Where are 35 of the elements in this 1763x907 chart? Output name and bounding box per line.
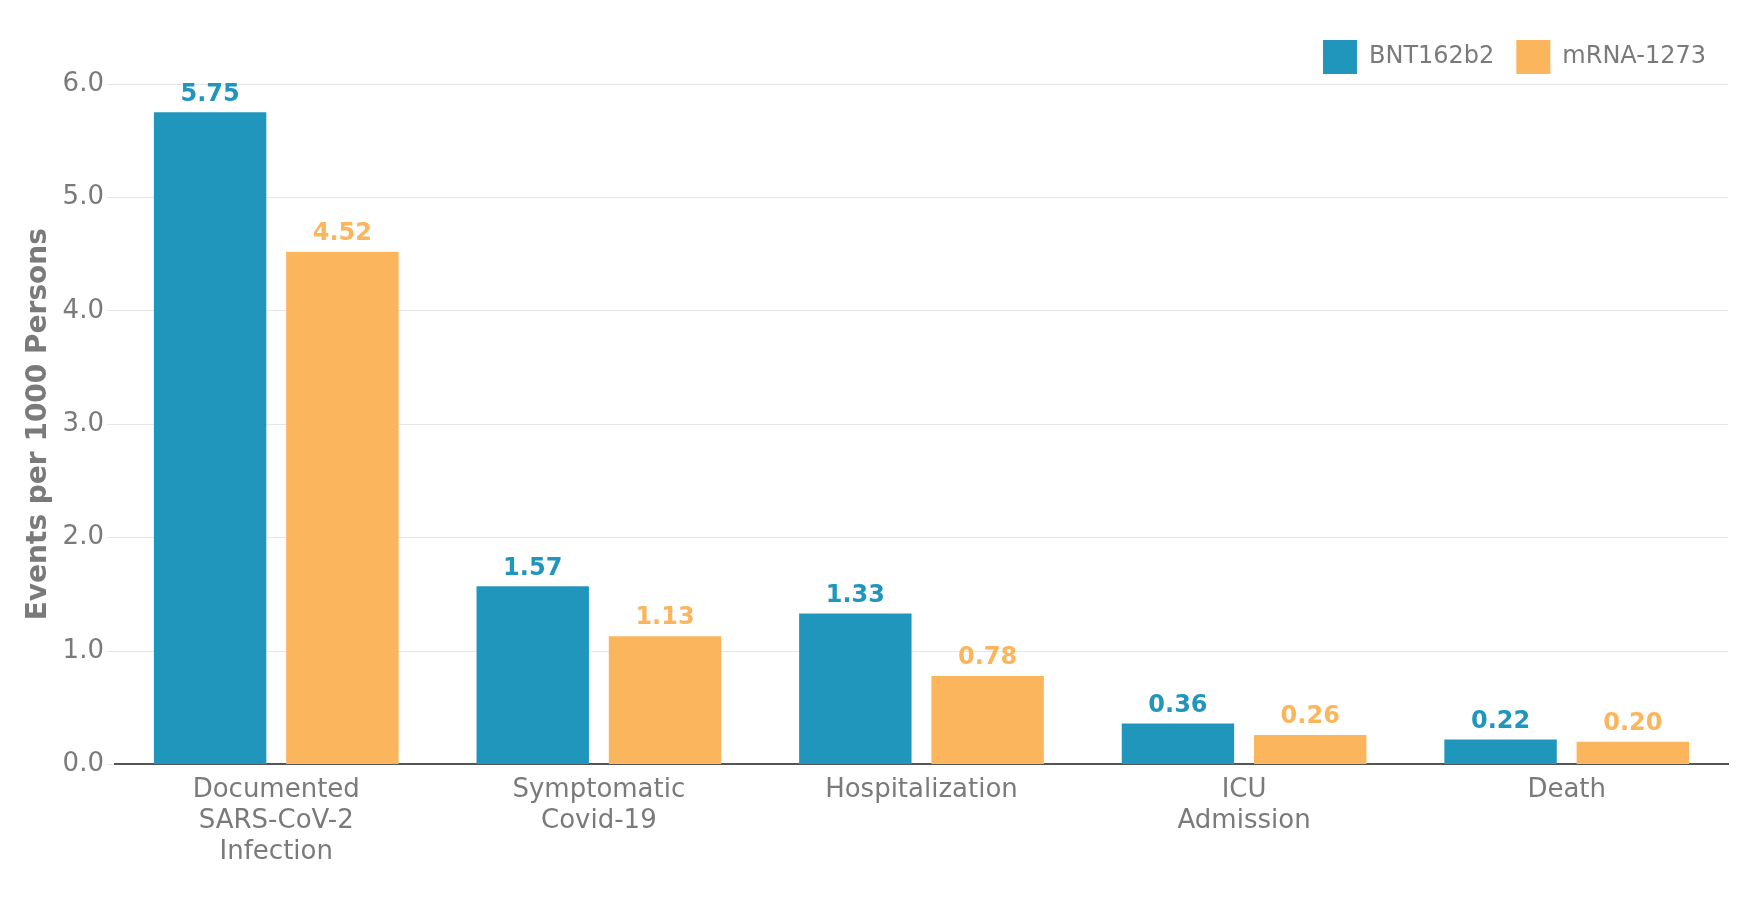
- bar: [931, 675, 1044, 764]
- data-label: 0.26: [1280, 701, 1340, 730]
- y-axis-title: Events per 1000 Persons: [20, 228, 54, 621]
- bar: [476, 586, 589, 764]
- bar: [1444, 739, 1557, 764]
- y-tick-label: 2.0: [62, 520, 104, 551]
- y-tick-label: 4.0: [62, 293, 104, 324]
- x-tick-label: Hospitalization: [825, 772, 1018, 803]
- data-label: 5.75: [180, 78, 240, 107]
- legend-label: mRNA-1273: [1562, 41, 1706, 70]
- data-label: 0.78: [958, 642, 1018, 671]
- x-tick-label: Symptomatic Covid-19: [512, 772, 686, 834]
- data-label: 1.33: [825, 579, 885, 608]
- data-label: 0.22: [1470, 705, 1531, 734]
- data-label: 1.57: [503, 552, 563, 581]
- bar: [1254, 734, 1367, 764]
- bar: [608, 636, 722, 764]
- data-label: 4.52: [312, 218, 372, 247]
- x-tick-label: Death: [1527, 772, 1607, 803]
- y-tick-label: 6.0: [62, 66, 104, 97]
- bar: [1121, 723, 1235, 764]
- y-tick-label: 3.0: [62, 406, 104, 437]
- y-tick-label: 0.0: [62, 747, 104, 778]
- bar: [799, 613, 912, 764]
- data-label: 0.20: [1603, 707, 1663, 736]
- legend-label: BNT162b2: [1368, 41, 1495, 70]
- bar: [1576, 741, 1690, 764]
- data-label: 1.13: [635, 602, 695, 631]
- bar: [286, 251, 399, 764]
- y-tick-label: 1.0: [62, 633, 104, 664]
- bar: [153, 112, 267, 764]
- x-tick-label: Documented SARS-CoV-2 Infection: [192, 772, 360, 866]
- data-label: 0.36: [1148, 689, 1208, 718]
- x-tick-label: ICU Admission: [1177, 772, 1311, 834]
- y-tick-label: 5.0: [62, 180, 104, 211]
